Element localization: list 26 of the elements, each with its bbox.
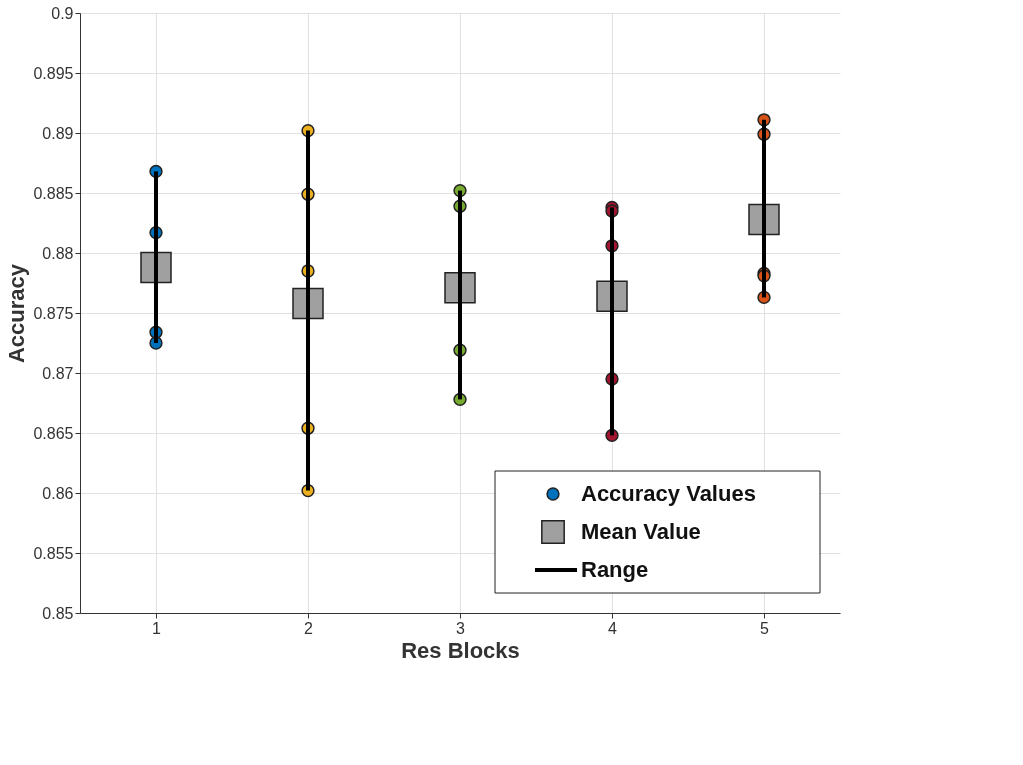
y-tick-label: 0.89: [42, 124, 74, 142]
x-axis-title: Res Blocks: [401, 637, 520, 663]
x-tick-label: 2: [304, 619, 314, 637]
bar: [154, 171, 158, 343]
y-tick-label: 0.855: [33, 544, 74, 562]
bar: [306, 130, 310, 491]
y-tick-label: 0.895: [33, 64, 74, 82]
x-tick-label: 3: [456, 619, 466, 637]
legend-label: Mean Value: [581, 519, 701, 544]
y-tick-label: 0.865: [33, 424, 74, 442]
x-tick-label: 4: [608, 619, 618, 637]
legend-label: Accuracy Values: [581, 481, 756, 506]
bar: [610, 207, 614, 436]
y-tick-label: 0.875: [33, 304, 74, 322]
x-tick-label: 1: [152, 619, 162, 637]
y-axis-title: Accuracy: [4, 263, 30, 364]
x-tick-label: 5: [760, 619, 770, 637]
y-tick-label: 0.87: [42, 364, 74, 382]
bar: [762, 119, 766, 298]
y-tick-label: 0.85: [42, 604, 74, 622]
y-tick-label: 0.885: [33, 184, 74, 202]
y-tick-label: 0.86: [42, 484, 74, 502]
y-tick-label: 0.88: [42, 244, 74, 262]
bar: [458, 190, 462, 400]
legend-label: Range: [581, 557, 649, 582]
y-tick-label: 0.9: [51, 4, 74, 22]
